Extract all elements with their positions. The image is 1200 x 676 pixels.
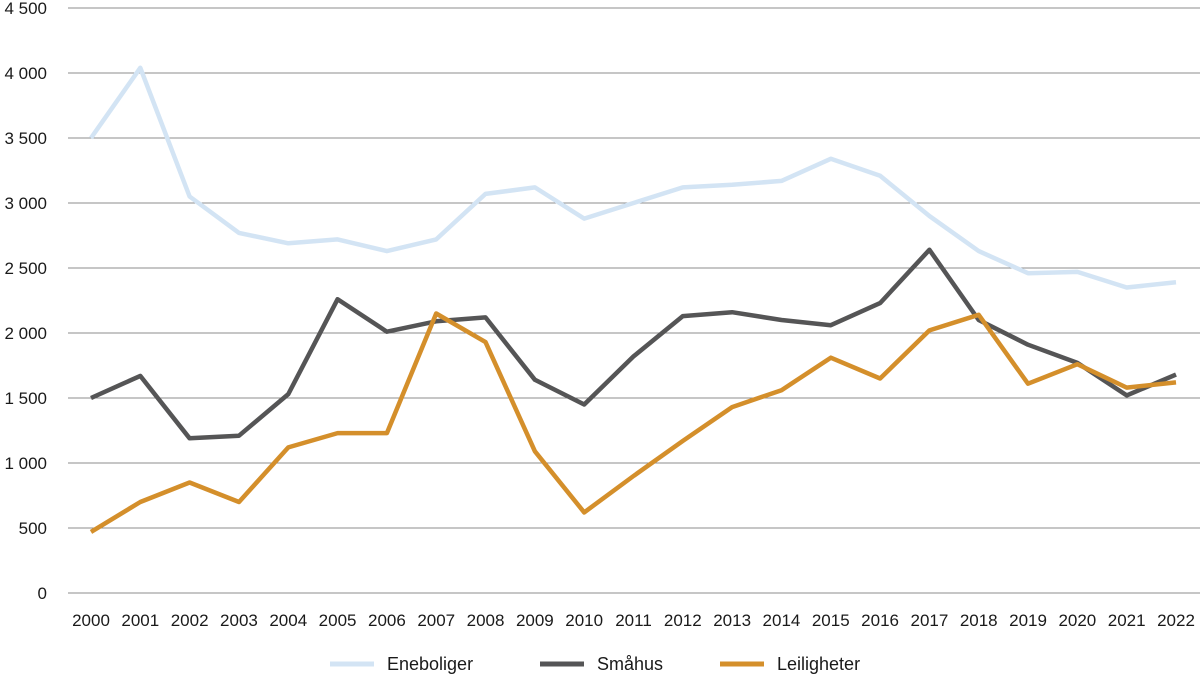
legend: Eneboliger Småhus Leiligheter [330, 654, 860, 674]
y-tick-label: 2 500 [4, 259, 47, 278]
x-tick-label: 2011 [615, 611, 652, 630]
x-tick-label: 2004 [269, 611, 307, 630]
x-tick-label: 2015 [812, 611, 850, 630]
x-tick-label: 2002 [171, 611, 209, 630]
x-tick-label: 2012 [664, 611, 702, 630]
x-tick-label: 2016 [861, 611, 899, 630]
y-tick-label: 3 500 [4, 129, 47, 148]
y-tick-label: 0 [38, 584, 47, 603]
y-tick-label: 4 000 [4, 64, 47, 83]
legend-label-småhus: Småhus [597, 654, 663, 674]
legend-label-leiligheter: Leiligheter [777, 654, 860, 674]
x-tick-label: 2022 [1157, 611, 1195, 630]
x-tick-label: 2013 [713, 611, 751, 630]
x-tick-label: 2019 [1009, 611, 1047, 630]
x-tick-label: 2007 [417, 611, 455, 630]
series-line-eneboliger [89, 65, 1177, 290]
x-tick-label: 2017 [910, 611, 948, 630]
x-tick-label: 2005 [319, 611, 357, 630]
y-tick-label: 500 [19, 519, 47, 538]
x-tick-label: 2008 [467, 611, 505, 630]
y-tick-label: 1 500 [4, 389, 47, 408]
x-tick-label: 2010 [565, 611, 603, 630]
x-axis-ticks: 2000 2001 2002 2003 2004 2005 2006 2007 2008 2009… [72, 611, 1195, 630]
series-lines [89, 65, 1177, 534]
x-tick-label: 2006 [368, 611, 406, 630]
x-tick-label: 2021 [1108, 611, 1146, 630]
x-tick-label: 2014 [763, 611, 801, 630]
series-line-småhus [90, 247, 1177, 441]
x-tick-label: 2018 [960, 611, 998, 630]
x-tick-label: 2003 [220, 611, 258, 630]
gridlines [68, 7, 1200, 594]
y-axis-ticks: 0 500 1 000 1 500 2 000 2 500 3 000 3 500 4 000 4… [4, 0, 47, 603]
x-tick-label: 2000 [72, 611, 110, 630]
x-tick-label: 2001 [121, 611, 159, 630]
x-tick-label: 2009 [516, 611, 554, 630]
legend-label-eneboliger: Eneboliger [387, 654, 473, 674]
x-tick-label: 2020 [1058, 611, 1096, 630]
y-tick-label: 3 000 [4, 194, 47, 213]
y-tick-label: 2 000 [4, 324, 47, 343]
y-tick-label: 1 000 [4, 454, 47, 473]
y-tick-label: 4 500 [4, 0, 47, 18]
